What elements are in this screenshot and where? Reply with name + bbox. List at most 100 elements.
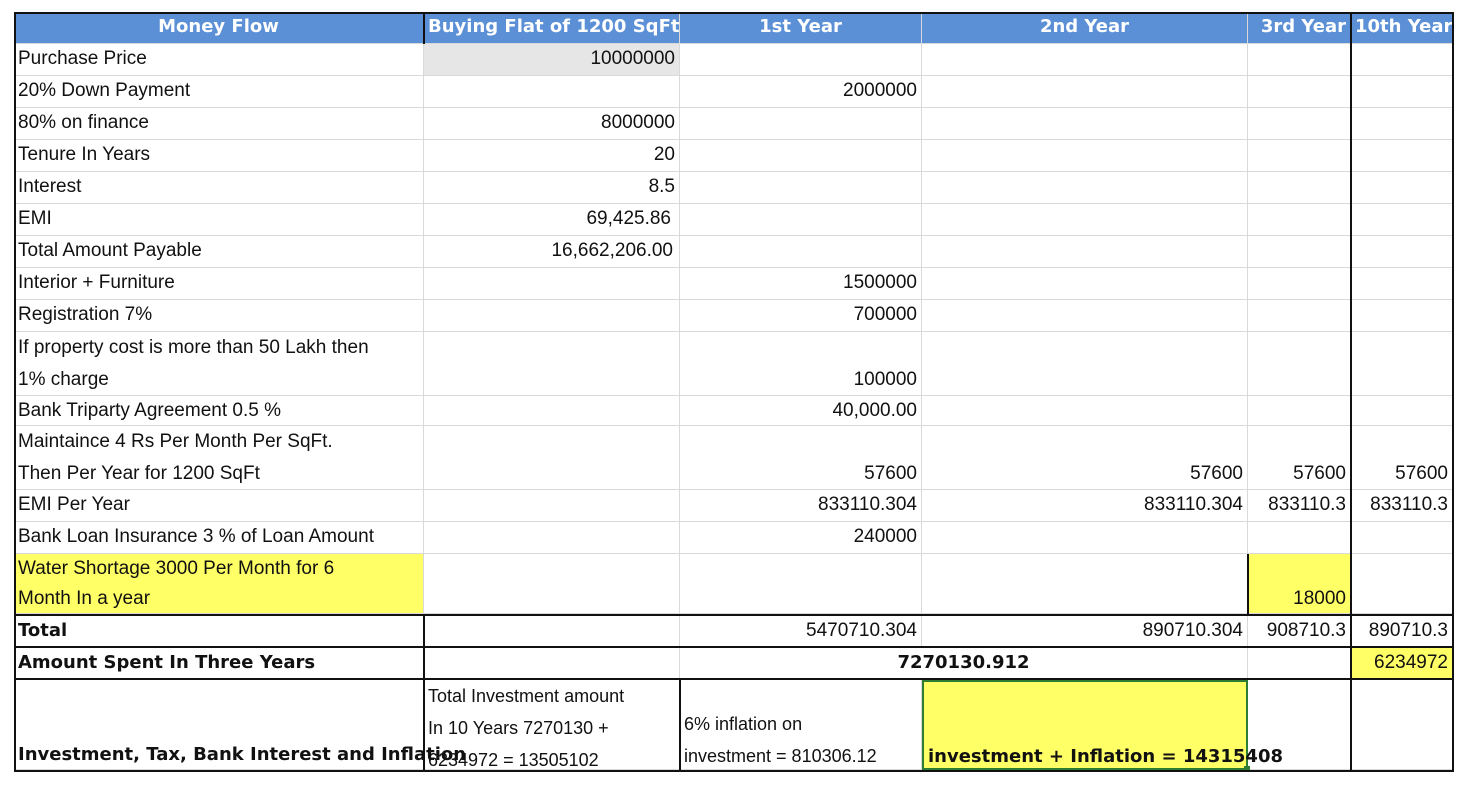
row-label-total-payable[interactable]: Total Amount Payable: [14, 236, 424, 268]
header-3rd-year[interactable]: 3rd Year: [1248, 12, 1351, 44]
row-label-water-shortage[interactable]: Water Shortage 3000 Per Month for 6 Mont…: [14, 554, 424, 614]
cell-empty[interactable]: [1351, 236, 1453, 268]
cell-empty[interactable]: [424, 554, 680, 614]
header-2nd-year[interactable]: 2nd Year: [922, 12, 1248, 44]
cell-emi-year-y10[interactable]: 833110.3: [1351, 490, 1453, 522]
cell-empty[interactable]: [680, 554, 922, 614]
cell-empty[interactable]: [922, 108, 1248, 140]
cell-empty[interactable]: [922, 172, 1248, 204]
cell-total-y10[interactable]: 890710.3: [1351, 616, 1453, 647]
header-1st-year[interactable]: 1st Year: [680, 12, 922, 44]
cell-empty[interactable]: [1248, 300, 1351, 332]
row-label-tenure[interactable]: Tenure In Years: [14, 140, 424, 172]
cell-empty[interactable]: [1351, 140, 1453, 172]
cell-empty[interactable]: [1351, 268, 1453, 300]
cell-empty[interactable]: [1351, 396, 1453, 426]
row-label-property-charge[interactable]: If property cost is more than 50 Lakh th…: [14, 332, 424, 396]
cell-total-y3[interactable]: 908710.3: [1248, 616, 1351, 647]
cell-empty[interactable]: [1351, 300, 1453, 332]
row-label-emi[interactable]: EMI: [14, 204, 424, 236]
cell-maintenance-y10[interactable]: 57600: [1351, 426, 1453, 490]
cell-empty[interactable]: [922, 396, 1248, 426]
cell-interior-y1[interactable]: 1500000: [680, 268, 922, 300]
cell-interest-buy[interactable]: 8.5: [424, 172, 680, 204]
cell-three-years-y10[interactable]: 6234972: [1351, 648, 1453, 679]
cell-empty[interactable]: [424, 332, 680, 396]
cell-insurance-y1[interactable]: 240000: [680, 522, 922, 554]
cell-empty[interactable]: [1351, 76, 1453, 108]
cell-empty[interactable]: [922, 140, 1248, 172]
row-label-insurance[interactable]: Bank Loan Insurance 3 % of Loan Amount: [14, 522, 424, 554]
cell-empty[interactable]: [1248, 268, 1351, 300]
row-label-triparty[interactable]: Bank Triparty Agreement 0.5 %: [14, 396, 424, 426]
cell-empty[interactable]: [424, 522, 680, 554]
cell-empty[interactable]: [1351, 108, 1453, 140]
cell-property-charge-y1[interactable]: 100000: [680, 332, 922, 396]
cell-empty[interactable]: [1248, 204, 1351, 236]
cell-empty[interactable]: [424, 300, 680, 332]
cell-emi-buy[interactable]: 69,425.86: [424, 204, 680, 236]
cell-total-y1[interactable]: 5470710.304: [680, 616, 922, 647]
cell-empty[interactable]: [922, 268, 1248, 300]
cell-down-payment-y1[interactable]: 2000000: [680, 76, 922, 108]
cell-empty[interactable]: [424, 426, 680, 490]
cell-empty[interactable]: [680, 140, 922, 172]
cell-empty[interactable]: [922, 76, 1248, 108]
header-buying-flat[interactable]: Buying Flat of 1200 SqFt: [424, 12, 680, 44]
cell-maintenance-y3[interactable]: 57600: [1248, 426, 1351, 490]
cell-triparty-y1[interactable]: 40,000.00: [680, 396, 922, 426]
cell-empty[interactable]: [1351, 172, 1453, 204]
row-label-interest[interactable]: Interest: [14, 172, 424, 204]
cell-empty[interactable]: [1248, 76, 1351, 108]
cell-emi-year-y1[interactable]: 833110.304: [680, 490, 922, 522]
cell-empty[interactable]: [922, 332, 1248, 396]
cell-empty[interactable]: [424, 76, 680, 108]
cell-empty[interactable]: [1248, 396, 1351, 426]
cell-water-shortage-y3[interactable]: 18000: [1248, 554, 1351, 614]
cell-total-y2[interactable]: 890710.304: [922, 616, 1248, 647]
cell-registration-y1[interactable]: 700000: [680, 300, 922, 332]
header-money-flow[interactable]: Money Flow: [14, 12, 424, 44]
cell-investment-y1[interactable]: 6% inflation on investment = 810306.12: [680, 680, 922, 770]
fill-handle[interactable]: [1244, 766, 1250, 772]
row-label-interior[interactable]: Interior + Furniture: [14, 268, 424, 300]
cell-empty[interactable]: [922, 44, 1248, 76]
cell-empty[interactable]: [680, 172, 922, 204]
row-label-three-years[interactable]: Amount Spent In Three Years: [14, 648, 424, 679]
cell-empty[interactable]: [922, 236, 1248, 268]
cell-empty[interactable]: [922, 204, 1248, 236]
cell-empty[interactable]: [1248, 648, 1351, 679]
cell-tenure-buy[interactable]: 20: [424, 140, 680, 172]
cell-emi-year-y2[interactable]: 833110.304: [922, 490, 1248, 522]
cell-investment-y2-selected[interactable]: investment + Inflation = 14315408: [922, 680, 1283, 770]
cell-empty[interactable]: [1248, 44, 1351, 76]
row-label-registration[interactable]: Registration 7%: [14, 300, 424, 332]
cell-purchase-price-buy[interactable]: 10000000: [424, 44, 680, 76]
cell-empty[interactable]: [1248, 680, 1351, 770]
cell-empty[interactable]: [680, 204, 922, 236]
row-label-finance[interactable]: 80% on finance: [14, 108, 424, 140]
cell-empty[interactable]: [1351, 332, 1453, 396]
header-10th-year[interactable]: 10th Year: [1351, 12, 1453, 44]
cell-total-payable-buy[interactable]: 16,662,206.00: [424, 236, 680, 268]
cell-investment-buy[interactable]: Total Investment amount In 10 Years 7270…: [424, 680, 680, 770]
cell-empty[interactable]: [424, 396, 680, 426]
row-label-total[interactable]: Total: [14, 616, 424, 647]
cell-empty[interactable]: [1351, 680, 1453, 770]
cell-empty[interactable]: [1248, 332, 1351, 396]
row-label-emi-year[interactable]: EMI Per Year: [14, 490, 424, 522]
cell-empty[interactable]: [1351, 204, 1453, 236]
cell-empty[interactable]: [1248, 236, 1351, 268]
row-label-maintenance[interactable]: Maintaince 4 Rs Per Month Per SqFt. Then…: [14, 426, 424, 490]
cell-empty[interactable]: [680, 108, 922, 140]
cell-empty[interactable]: [424, 268, 680, 300]
cell-empty[interactable]: [1351, 44, 1453, 76]
cell-maintenance-y1[interactable]: 57600: [680, 426, 922, 490]
row-label-investment[interactable]: Investment, Tax, Bank Interest and Infla…: [14, 680, 466, 770]
cell-emi-year-y3[interactable]: 833110.3: [1248, 490, 1351, 522]
cell-empty[interactable]: [1248, 172, 1351, 204]
row-label-purchase-price[interactable]: Purchase Price: [14, 44, 424, 76]
cell-three-years-merged[interactable]: 7270130.912: [680, 648, 1248, 679]
cell-empty[interactable]: [922, 300, 1248, 332]
cell-empty[interactable]: [424, 616, 680, 647]
